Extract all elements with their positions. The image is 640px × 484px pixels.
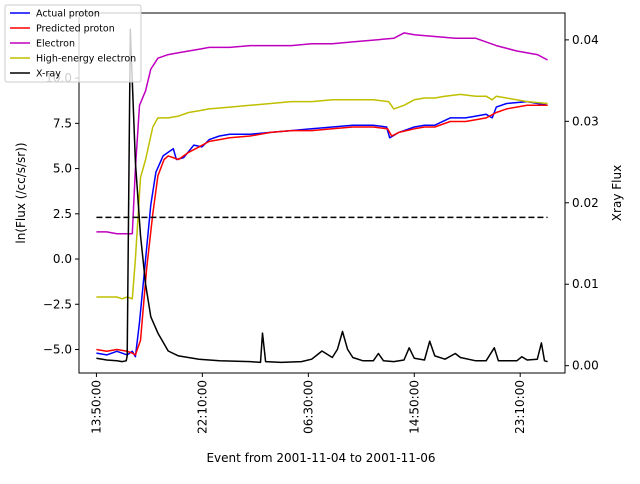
series-line-1 <box>96 100 548 358</box>
y-axis-label: ln(Flux (/cc/s/sr)) <box>14 142 28 243</box>
legend-box <box>4 4 142 83</box>
series-line-4 <box>96 93 548 300</box>
y-tick-label: −5.0 <box>43 342 72 356</box>
x-tick-label: 06:30:00 <box>301 380 315 434</box>
x-tick-label: 22:10:00 <box>195 380 209 434</box>
y-axis-right: 0.00 0.01 0.02 0.03 0.04 <box>565 33 599 373</box>
y2-tick-label: 0.00 <box>572 359 599 373</box>
x-tick-label: 14:50:00 <box>407 380 421 434</box>
y-tick-label: 2.5 <box>53 207 72 221</box>
series-line-5 <box>96 28 548 364</box>
y-axis-left: −5.0−2.50.02.55.07.510.0 <box>43 71 79 356</box>
y-tick-label: −2.5 <box>43 297 72 311</box>
y2-axis-label: Xray Flux <box>610 165 624 221</box>
legend: Actual proton Predicted proton Electron Hig… <box>4 4 142 83</box>
legend-label: High-energy electron <box>36 54 136 65</box>
x-axis: 13:50:00 22:10:00 06:30:00 14:50:00 23:10:00 <box>89 373 527 434</box>
x-tick-label: 13:50:00 <box>89 380 103 434</box>
plot-lines <box>96 28 548 364</box>
series-line-3 <box>96 32 548 235</box>
y2-tick-label: 0.04 <box>572 33 599 47</box>
y2-tick-label: 0.01 <box>572 277 599 291</box>
legend-label: Predicted proton <box>36 24 115 35</box>
y-tick-label: 5.0 <box>53 162 72 176</box>
y-tick-label: 0.0 <box>53 252 72 266</box>
y-tick-label: 7.5 <box>53 116 72 130</box>
x-axis-label: Event from 2001-11-04 to 2001-11-06 <box>206 451 435 465</box>
plot-frame <box>78 12 566 374</box>
legend-label: X-ray <box>36 69 61 80</box>
y2-tick-label: 0.03 <box>572 114 599 128</box>
x-tick-label: 23:10:00 <box>513 380 527 434</box>
legend-label: Electron <box>36 39 75 50</box>
legend-label: Actual proton <box>36 9 100 20</box>
series-line-2 <box>96 104 548 356</box>
y2-tick-label: 0.02 <box>572 196 599 210</box>
